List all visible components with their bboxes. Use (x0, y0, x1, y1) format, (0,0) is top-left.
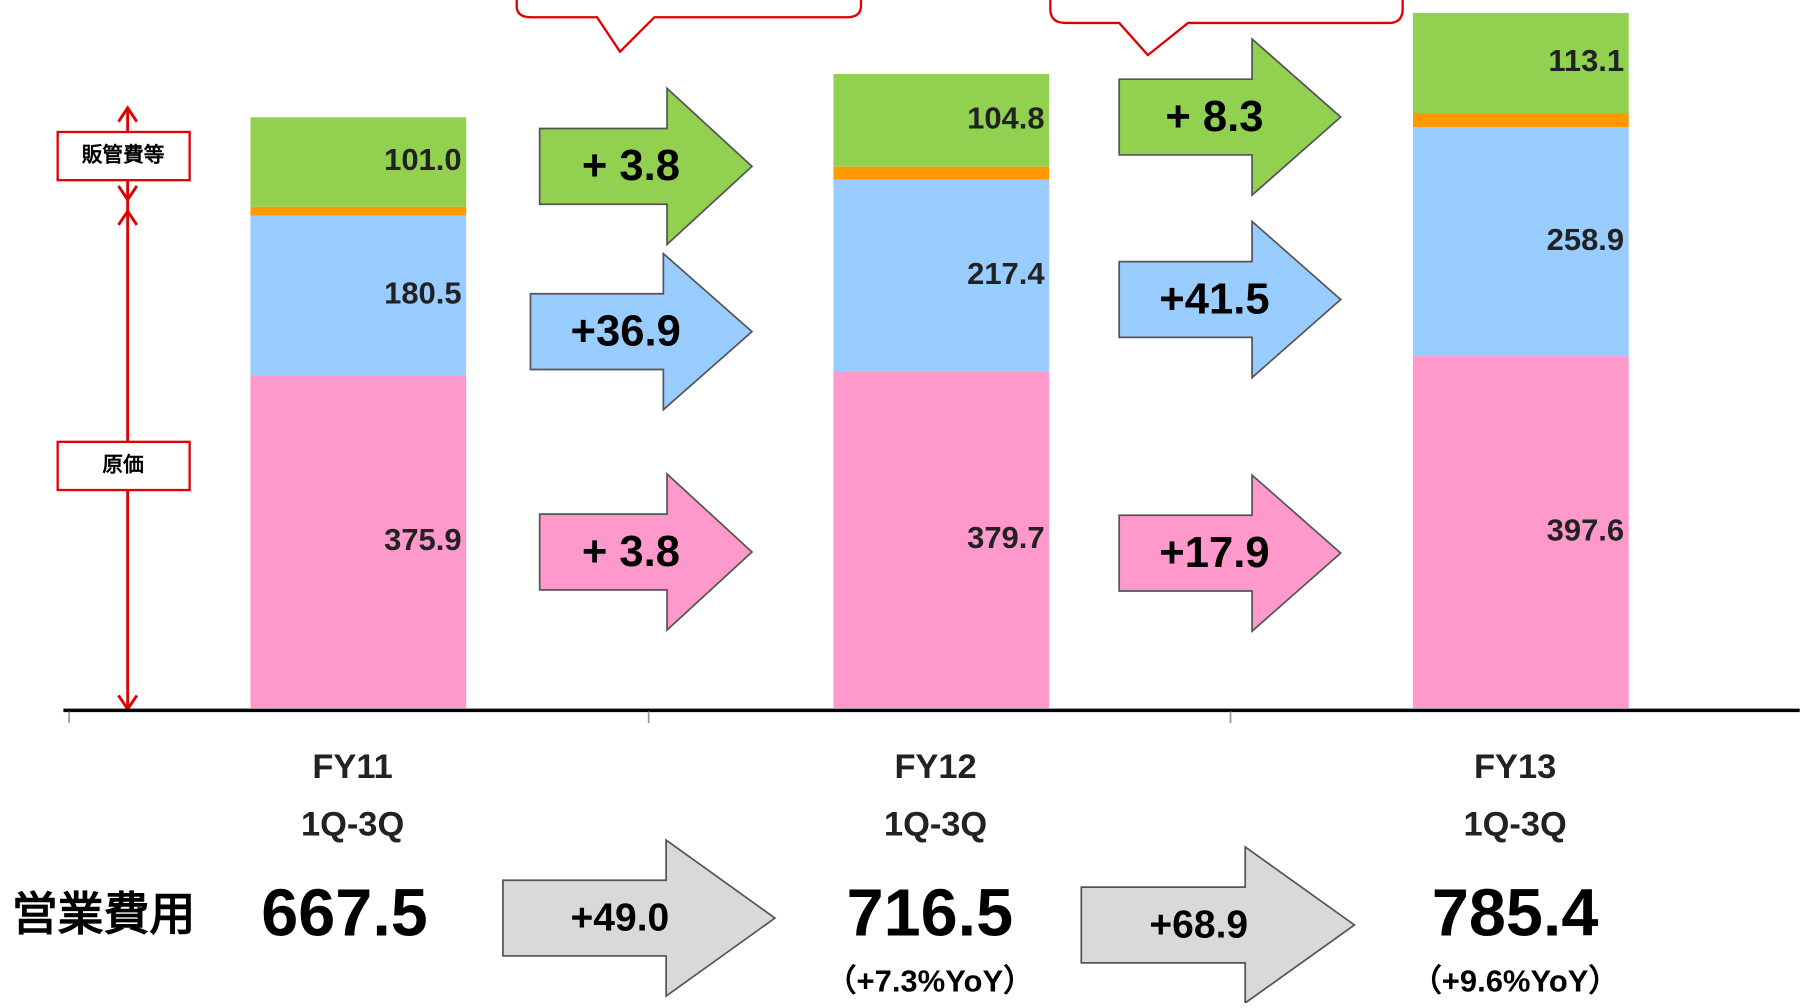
change-arrow (1118, 37, 1342, 197)
total-change-label: +49.0 (571, 897, 670, 940)
change-arrow (1118, 219, 1342, 380)
x-tick-label: 1Q-3Q (301, 805, 404, 843)
bracket-box (56, 440, 191, 492)
value-label: 379.7 (967, 520, 1045, 555)
bracket-label: 原価 (102, 452, 144, 476)
change-arrow (538, 471, 754, 632)
total-value: 785.4 (1432, 877, 1599, 951)
bracket-label: 販管費等 (82, 143, 165, 167)
bar-segment (833, 73, 1050, 167)
value-label: 113.1 (1548, 43, 1624, 78)
bar-segment (1412, 356, 1629, 709)
value-label: 104.8 (967, 100, 1045, 135)
total-value: 667.5 (261, 877, 428, 951)
change-label: +36.9 (571, 307, 681, 355)
change-label: + 3.8 (582, 528, 680, 576)
bar-segment (250, 215, 467, 376)
x-tick-label: FY13 (1474, 748, 1556, 786)
change-label: + 3.8 (582, 142, 680, 190)
total-change-label: +68.9 (1149, 904, 1248, 947)
value-label: 397.6 (1547, 512, 1625, 547)
change-arrow (538, 86, 754, 247)
total-change-arrow (502, 838, 777, 998)
yoy-label: （+7.3%YoY） (826, 964, 1035, 999)
bar-segment (833, 166, 1050, 180)
value-label: 258.9 (1547, 222, 1625, 257)
axis-ticks (68, 711, 1232, 723)
value-label: 180.5 (384, 276, 462, 311)
x-tick-label: 1Q-3Q (1463, 805, 1566, 843)
bar-segment (1412, 113, 1629, 128)
value-label: 101.0 (384, 142, 462, 177)
bracket (117, 105, 139, 712)
x-tick-label: FY11 (312, 748, 392, 786)
bar-segment (1412, 127, 1629, 357)
bar-segment (833, 179, 1050, 373)
bar-segment (250, 117, 467, 207)
value-label: 375.9 (384, 522, 462, 557)
yoy-label: （+9.6%YoY） (1411, 964, 1620, 999)
change-label: +41.5 (1159, 275, 1269, 323)
change-arrow (1118, 473, 1342, 634)
callout (515, 0, 863, 54)
bar-segment (833, 372, 1050, 709)
totals-label: 営業費用 (12, 888, 196, 940)
value-label: 217.4 (967, 256, 1045, 291)
bracket-box (56, 130, 191, 182)
bar-segment (250, 375, 467, 709)
change-arrow (529, 251, 754, 412)
total-change-arrow (1080, 845, 1356, 1005)
x-tick-label: 1Q-3Q (884, 805, 987, 843)
change-label: +17.9 (1159, 529, 1269, 577)
x-tick-label: FY12 (894, 748, 976, 786)
change-label: + 8.3 (1165, 93, 1263, 141)
callout (1049, 0, 1404, 57)
bar-segment (1412, 12, 1629, 114)
bar-segment (250, 206, 467, 216)
total-value: 716.5 (847, 877, 1014, 951)
